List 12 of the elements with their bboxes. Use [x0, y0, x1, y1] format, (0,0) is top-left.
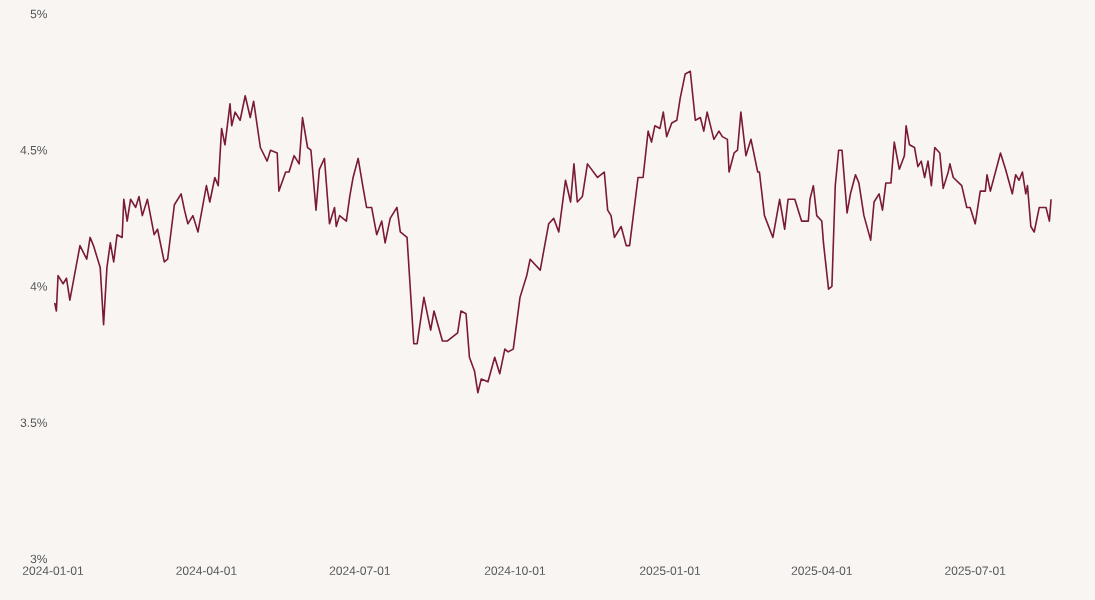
x-tick-label: 2024-01-01	[22, 566, 84, 575]
y-tick-label: 5%	[30, 9, 48, 19]
x-tick-label: 2024-10-01	[484, 566, 546, 575]
y-tick-label: 3%	[30, 554, 48, 564]
y-tick-label: 3.5%	[20, 418, 48, 427]
y-tick-label: 4.5%	[20, 146, 48, 155]
x-tick-label: 2025-01-01	[639, 566, 701, 575]
x-tick-label: 2025-04-01	[791, 566, 852, 575]
x-tick-label: 2024-04-01	[176, 566, 237, 575]
x-tick-label: 2024-07-01	[329, 566, 390, 575]
y-tick-label: 4%	[30, 282, 48, 291]
x-tick-label: 2025-07-01	[945, 566, 1006, 575]
